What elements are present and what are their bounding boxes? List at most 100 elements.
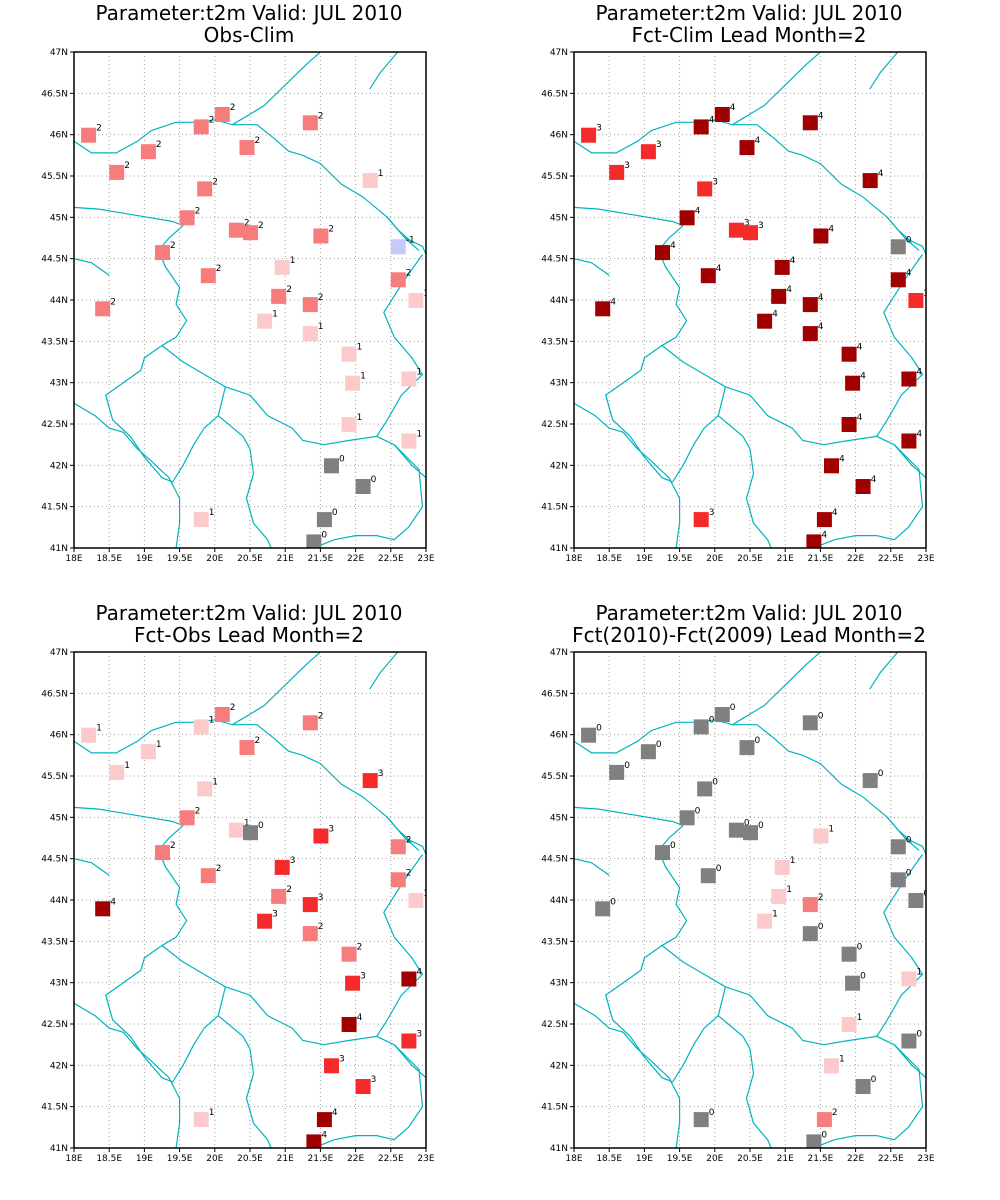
station-value-label: 1 bbox=[790, 856, 796, 866]
station-marker bbox=[743, 225, 758, 241]
station-marker bbox=[271, 888, 287, 904]
station-marker bbox=[845, 975, 861, 991]
border-line bbox=[813, 1044, 924, 1148]
station-value-label: 0 bbox=[321, 530, 327, 540]
station-value-label: 4 bbox=[755, 136, 761, 146]
border-line bbox=[172, 986, 226, 1083]
lat-tick-label: 42.5N bbox=[541, 1020, 568, 1030]
station-value-label: 0 bbox=[755, 736, 761, 746]
station-value-label: 4 bbox=[670, 241, 676, 251]
lat-tick-label: 42.5N bbox=[41, 420, 68, 430]
station-value-label: 2 bbox=[230, 703, 236, 713]
border-line bbox=[605, 369, 673, 483]
border-line bbox=[232, 52, 321, 126]
station-value-label: 4 bbox=[821, 530, 827, 540]
station-marker bbox=[802, 115, 818, 131]
lon-tick-label: 20E bbox=[206, 1154, 223, 1164]
lon-tick-label: 23E bbox=[917, 1154, 934, 1164]
station-value-label: 0 bbox=[596, 724, 602, 734]
lat-tick-label: 41.5N bbox=[41, 1103, 68, 1113]
station-value-label: 2 bbox=[209, 115, 215, 125]
lat-tick-label: 43.5N bbox=[541, 937, 568, 947]
border-line bbox=[74, 806, 184, 827]
lon-tick-label: 18E bbox=[565, 1154, 582, 1164]
station-marker bbox=[581, 727, 597, 743]
station-value-label: 0 bbox=[656, 740, 662, 750]
lon-tick-label: 18.5E bbox=[596, 1154, 622, 1164]
station-value-label: 2 bbox=[124, 161, 130, 171]
station-value-label: 2 bbox=[318, 711, 324, 721]
lat-tick-label: 46.5N bbox=[541, 689, 568, 699]
panel-subtitle: Fct-Clim Lead Month=2 bbox=[631, 23, 866, 47]
border-line bbox=[904, 237, 920, 251]
station-value-label: 0 bbox=[906, 835, 912, 845]
panel-subtitle: Obs-Clim bbox=[204, 23, 295, 47]
lat-tick-label: 47N bbox=[50, 648, 68, 658]
station-value-label: 2 bbox=[318, 111, 324, 121]
border-line bbox=[732, 52, 821, 126]
station-value-label: 4 bbox=[857, 413, 863, 423]
station-marker bbox=[408, 293, 424, 308]
lon-tick-label: 22.5E bbox=[878, 554, 904, 564]
station-marker bbox=[302, 897, 318, 913]
station-marker bbox=[771, 288, 787, 304]
lon-tick-label: 19E bbox=[136, 554, 153, 564]
station-marker bbox=[697, 181, 713, 197]
station-value-label: 1 bbox=[96, 724, 102, 734]
lon-tick-label: 22.5E bbox=[378, 554, 404, 564]
station-marker bbox=[306, 1134, 322, 1148]
station-value-label: 2 bbox=[170, 841, 176, 851]
station-marker bbox=[862, 173, 878, 189]
station-value-label: 3 bbox=[378, 769, 384, 779]
border-line bbox=[672, 386, 726, 483]
station-value-label: 2 bbox=[406, 268, 412, 278]
station-value-label: 4 bbox=[818, 322, 824, 332]
station-value-label: 1 bbox=[416, 368, 422, 378]
lon-tick-label: 18E bbox=[65, 554, 82, 564]
station-marker bbox=[901, 371, 917, 387]
station-value-label: 1 bbox=[378, 169, 384, 179]
lon-tick-label: 20E bbox=[706, 1154, 723, 1164]
border-line bbox=[245, 448, 272, 548]
lon-tick-label: 19.5E bbox=[667, 554, 693, 564]
lon-tick-label: 22E bbox=[847, 554, 864, 564]
station-marker bbox=[306, 534, 322, 548]
station-value-label: 4 bbox=[916, 368, 922, 378]
station-value-label: 0 bbox=[332, 508, 338, 518]
station-value-label: 2 bbox=[357, 943, 363, 953]
border-line bbox=[376, 254, 424, 437]
station-marker bbox=[841, 346, 857, 362]
border-line bbox=[386, 216, 413, 243]
station-value-label: 4 bbox=[416, 968, 422, 978]
station-marker bbox=[697, 781, 713, 797]
border-line bbox=[661, 945, 926, 1079]
station-value-label: 0 bbox=[871, 1075, 877, 1085]
lon-tick-label: 22E bbox=[847, 1154, 864, 1164]
lat-tick-label: 41.5N bbox=[541, 1103, 568, 1113]
lat-tick-label: 42N bbox=[50, 461, 68, 471]
station-marker bbox=[401, 433, 417, 449]
border-line bbox=[369, 652, 399, 690]
station-marker bbox=[140, 744, 156, 760]
lat-tick-label: 44.5N bbox=[541, 855, 568, 865]
station-value-label: 1 bbox=[318, 322, 324, 332]
lon-tick-label: 21.5E bbox=[808, 554, 834, 564]
border-line bbox=[232, 652, 321, 726]
station-value-label: 2 bbox=[406, 868, 412, 878]
border-line bbox=[74, 1002, 181, 1148]
grid-lines bbox=[74, 652, 426, 1148]
station-value-label: 2 bbox=[255, 736, 261, 746]
border-line bbox=[886, 216, 913, 243]
station-marker bbox=[341, 1017, 357, 1032]
station-marker bbox=[243, 825, 258, 841]
lat-tick-label: 43N bbox=[50, 379, 68, 389]
station-value-label: 0 bbox=[371, 475, 377, 485]
lat-tick-label: 42N bbox=[550, 1061, 568, 1071]
station-marker bbox=[609, 764, 625, 780]
station-value-label: 1 bbox=[272, 310, 278, 320]
station-value-label: 1 bbox=[244, 819, 250, 829]
border-line bbox=[574, 858, 610, 876]
